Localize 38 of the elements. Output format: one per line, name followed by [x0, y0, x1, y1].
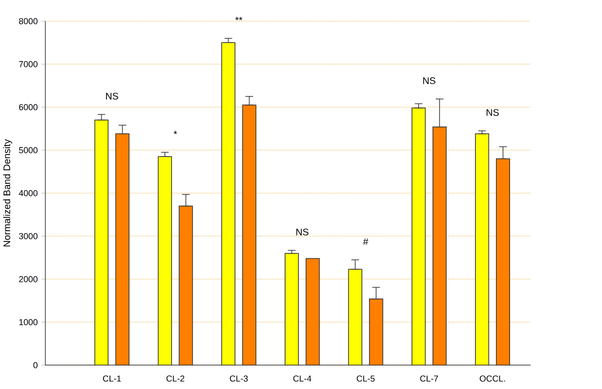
- text: **: [235, 16, 242, 20]
- x-tick-label: OCCL.: [480, 375, 505, 382]
- y-tick-label: 7000: [19, 61, 38, 68]
- annotation: NS: [486, 109, 499, 116]
- x-tick-label: CL-1: [103, 375, 121, 382]
- x-tick-label: CL-7: [420, 375, 438, 382]
- annotation: *: [174, 130, 178, 134]
- bar: [348, 268, 362, 366]
- bar: [178, 206, 193, 366]
- bar: [475, 133, 490, 366]
- bar: [412, 108, 426, 366]
- bar: [306, 258, 320, 366]
- y-tick-label: 3000: [19, 233, 38, 240]
- bar: [115, 133, 130, 366]
- x-tick-label: CL-5: [356, 375, 375, 382]
- bar: [496, 158, 510, 366]
- y-tick-label: 0: [33, 362, 38, 368]
- y-tick-label: 4000: [18, 190, 38, 196]
- bar: [242, 104, 256, 366]
- y-tick-label: 2000: [19, 276, 38, 282]
- x-tick-label: CL-4: [293, 375, 312, 382]
- y-tick-label: 1000: [19, 319, 38, 326]
- y-tick-label: 8000: [19, 18, 38, 24]
- x-tick-label: CL-2: [166, 375, 184, 382]
- bar: [221, 42, 236, 366]
- bar: [369, 298, 384, 366]
- y-tick-label: 6000: [19, 104, 38, 110]
- annotation: #: [363, 238, 368, 245]
- bar: [158, 156, 172, 366]
- bar: [284, 252, 299, 366]
- bar: [94, 120, 109, 366]
- annotation: NS: [423, 77, 436, 84]
- annotation: NS: [106, 92, 118, 100]
- bar: [432, 126, 447, 366]
- annotation: NS: [296, 228, 308, 236]
- y-tick-label: 5000: [19, 147, 38, 154]
- y-axis-title: Normalized Band Density: [3, 139, 12, 246]
- x-tick-label: CL-3: [230, 375, 248, 382]
